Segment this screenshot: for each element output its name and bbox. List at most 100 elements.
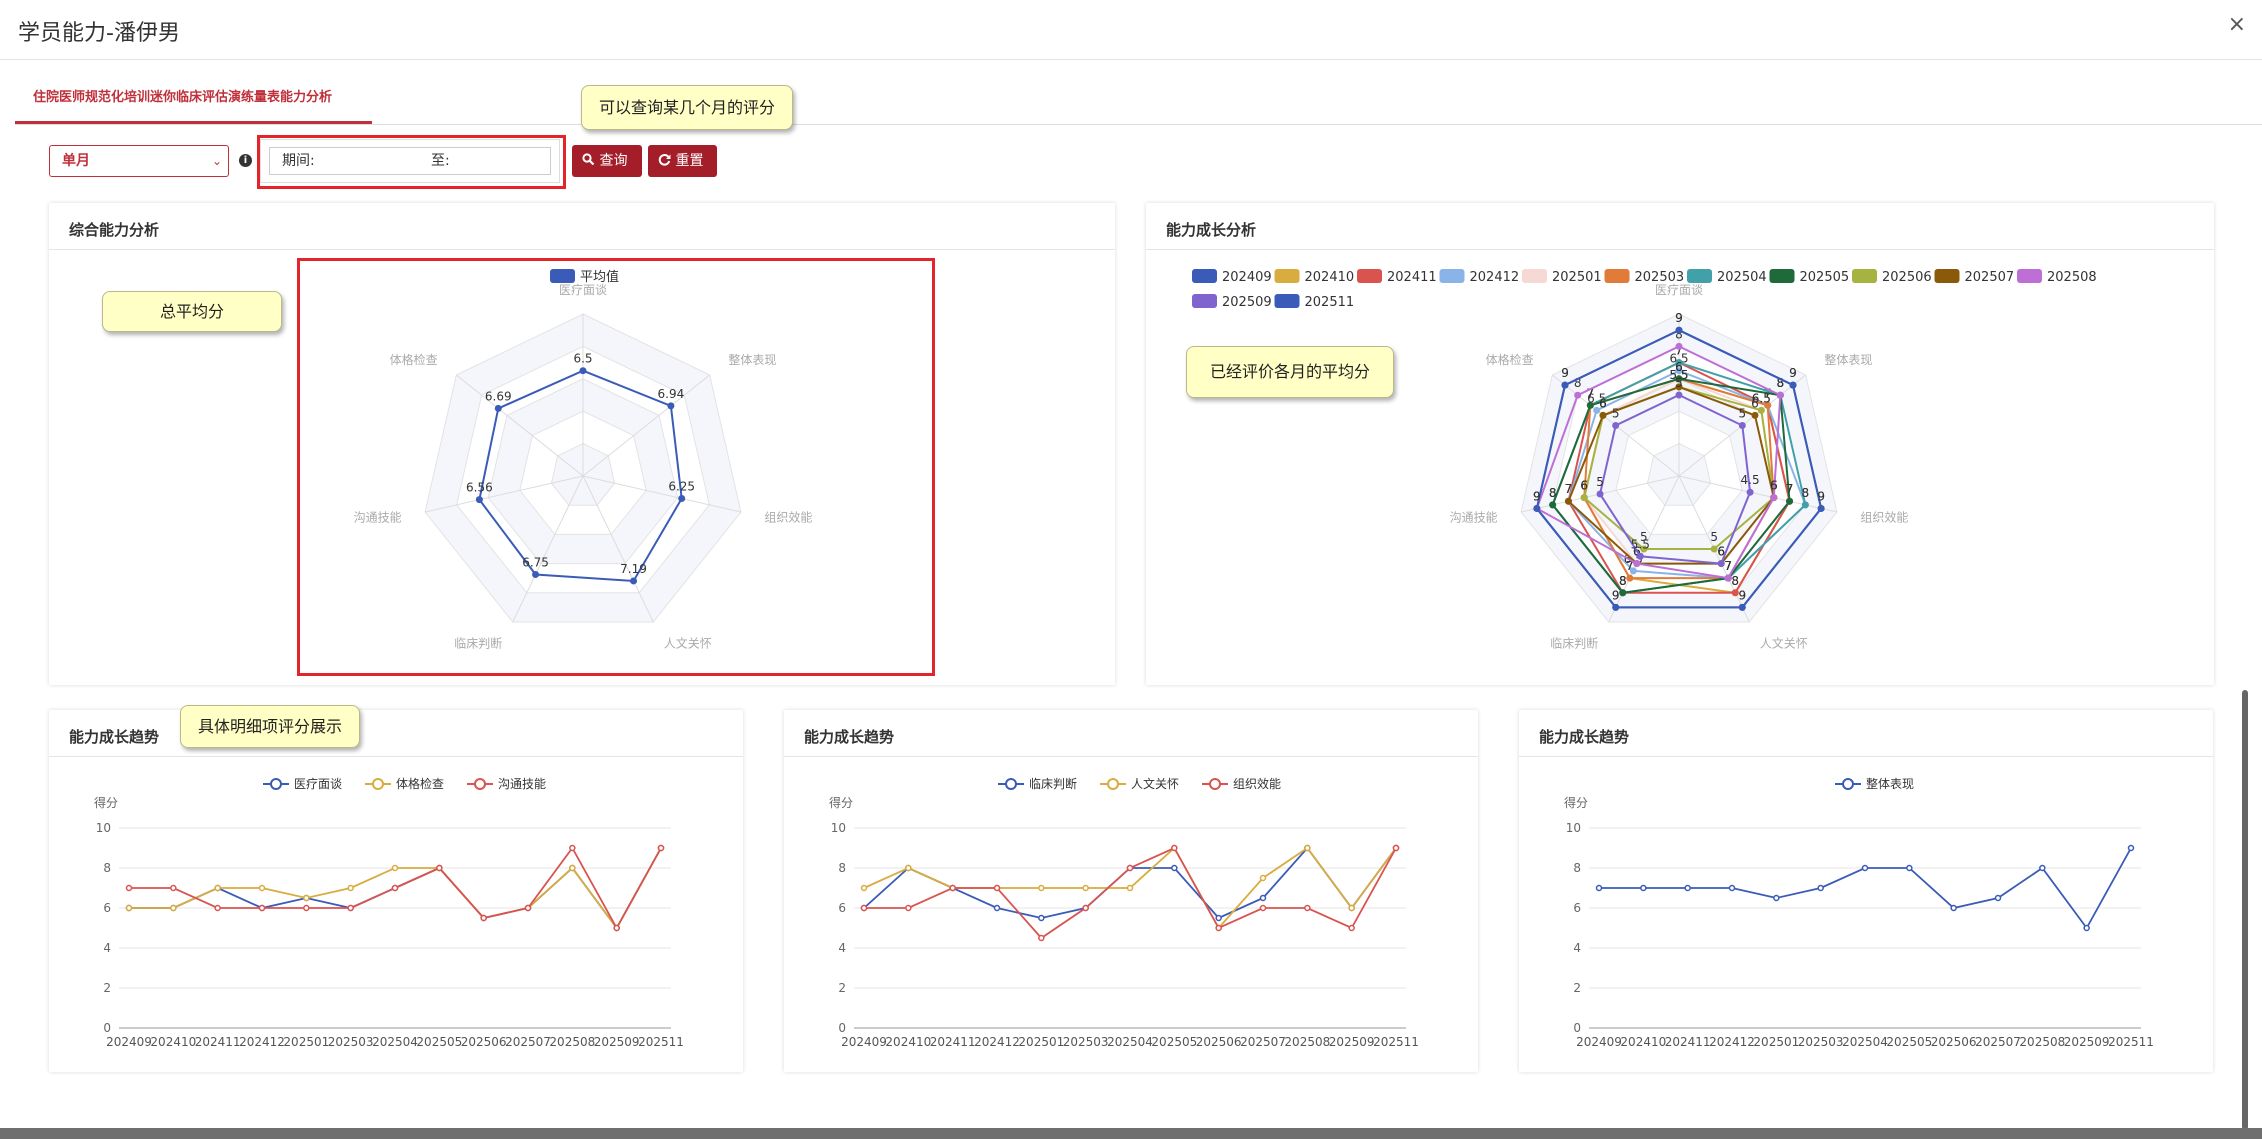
radar-value-label: 8 bbox=[1802, 486, 1810, 500]
series-point bbox=[1171, 864, 1178, 872]
radar-value-label: 7 bbox=[1626, 559, 1634, 573]
period-from-label: 期间: bbox=[282, 153, 315, 169]
scrollbar[interactable] bbox=[2242, 690, 2248, 1130]
legend-swatch bbox=[1934, 269, 1960, 283]
series-point bbox=[1304, 904, 1311, 912]
x-tick-label: 202505 bbox=[1886, 1035, 1932, 1049]
reset-button[interactable]: 重置 bbox=[648, 145, 717, 177]
x-tick-label: 202509 bbox=[594, 1035, 640, 1049]
x-tick-label: 202409 bbox=[106, 1035, 152, 1049]
radar-point bbox=[1633, 560, 1641, 568]
radar-value-label: 5 bbox=[1612, 406, 1620, 420]
x-tick-label: 202509 bbox=[2064, 1035, 2110, 1049]
legend-label: 组织效能 bbox=[1233, 776, 1281, 791]
series-point bbox=[657, 844, 665, 852]
y-axis-title: 得分 bbox=[1564, 795, 1588, 810]
panel-trend-3-title: 能力成长趋势 bbox=[1519, 710, 2213, 757]
radar-point bbox=[1640, 545, 1648, 553]
radar-value-label: 6.5 bbox=[1752, 391, 1771, 405]
radar-point bbox=[1675, 359, 1683, 367]
query-button[interactable]: 查询 bbox=[572, 145, 642, 177]
close-icon[interactable]: × bbox=[2227, 12, 2246, 37]
x-tick-label: 202412 bbox=[974, 1035, 1020, 1049]
radar-value-label: 6 bbox=[1751, 396, 1759, 410]
radar-point bbox=[1724, 574, 1732, 582]
period-range-input[interactable]: 期间: 至: bbox=[269, 147, 551, 175]
radar-value-label: 8 bbox=[1731, 574, 1739, 588]
series-point bbox=[569, 864, 576, 872]
radar-point bbox=[1675, 375, 1683, 383]
radar-axis-line bbox=[512, 475, 584, 623]
series-point bbox=[1392, 844, 1400, 852]
line-chart-trend-1: 医疗面谈 体格检查 沟通技能得分02468102024092024102024112… bbox=[94, 776, 684, 1049]
radar-point bbox=[1786, 497, 1794, 505]
radar-value-label: 7 bbox=[1587, 386, 1595, 400]
tab-mini-cex-analysis[interactable]: 住院医师规范化培训迷你临床评估演练量表能力分析 bbox=[15, 78, 372, 124]
radar-value-label: 5 bbox=[1710, 530, 1718, 544]
series-point bbox=[1348, 924, 1355, 932]
x-tick-label: 202410 bbox=[885, 1035, 931, 1049]
radar-value-label: 6 bbox=[1717, 545, 1725, 559]
x-tick-label: 202508 bbox=[2019, 1035, 2065, 1049]
series-point bbox=[1861, 864, 1869, 872]
legend-marker bbox=[1005, 778, 1017, 790]
info-icon[interactable]: i bbox=[239, 154, 252, 167]
series-point bbox=[1640, 884, 1647, 892]
x-tick-label: 202501 bbox=[283, 1035, 329, 1049]
x-tick-label: 202504 bbox=[372, 1035, 418, 1049]
series-point bbox=[347, 884, 354, 892]
legend-swatch bbox=[1769, 269, 1795, 283]
radar-value-label: 5.5 bbox=[1669, 368, 1688, 382]
series-point bbox=[949, 884, 956, 892]
radar-point bbox=[630, 577, 638, 585]
series-point bbox=[303, 904, 310, 912]
radar-indicator-label: 体格检查 bbox=[390, 352, 438, 367]
search-icon bbox=[582, 153, 595, 166]
query-button-label: 查询 bbox=[599, 153, 628, 169]
series-point bbox=[1259, 874, 1267, 882]
radar-value-label: 6 bbox=[1675, 360, 1683, 374]
legend-label: 202410 bbox=[1305, 270, 1355, 285]
panel-growth-title: 能力成长分析 bbox=[1146, 203, 2214, 250]
radar-value-label: 6.75 bbox=[522, 556, 549, 570]
legend-label: 202506 bbox=[1882, 270, 1932, 285]
legend-swatch bbox=[1192, 269, 1217, 283]
highlight-frame-period bbox=[257, 135, 566, 189]
legend-swatch bbox=[550, 269, 575, 283]
series-point bbox=[436, 864, 443, 872]
radar-value-label: 9 bbox=[1612, 588, 1620, 602]
legend-label: 医疗面谈 bbox=[294, 777, 342, 791]
series-point bbox=[258, 884, 266, 892]
panel-trend-3: 能力成长趋势 bbox=[1519, 710, 2213, 1072]
radar-value-label: 7 bbox=[1587, 386, 1595, 400]
legend-swatch bbox=[1687, 269, 1712, 283]
period-mode-select[interactable]: 单月 ⌄ bbox=[49, 145, 229, 177]
radar-point bbox=[1564, 497, 1572, 505]
x-tick-label: 202507 bbox=[1975, 1035, 2021, 1049]
radar-point bbox=[1561, 381, 1569, 389]
radar-point bbox=[678, 495, 686, 503]
series-point bbox=[860, 904, 868, 912]
legend-marker bbox=[372, 778, 384, 790]
radar-point bbox=[1789, 381, 1797, 389]
series-point bbox=[1304, 844, 1311, 852]
y-tick-label: 10 bbox=[1566, 821, 1581, 835]
radar-value-label: 6.69 bbox=[485, 389, 512, 403]
y-tick-label: 0 bbox=[1573, 1021, 1581, 1035]
x-tick-label: 202511 bbox=[1373, 1035, 1419, 1049]
radar-point bbox=[1599, 411, 1607, 419]
radar-point bbox=[1738, 421, 1746, 429]
x-tick-label: 202411 bbox=[930, 1035, 976, 1049]
radar-value-label: 7 bbox=[1724, 559, 1732, 573]
legend-label: 202511 bbox=[1305, 295, 1355, 310]
radar-point bbox=[1636, 552, 1644, 560]
series-point bbox=[1728, 884, 1736, 892]
legend-swatch bbox=[1192, 294, 1217, 308]
radar-value-label: 9 bbox=[1789, 366, 1797, 380]
radar-point bbox=[1574, 391, 1582, 399]
series-line-整体表现 bbox=[1599, 847, 2132, 930]
radar-value-label: 8 bbox=[1731, 574, 1739, 588]
radar-axis-line bbox=[582, 374, 710, 477]
radar-chart-growth: 202409 202410 202411 202412 202501 202503 2025… bbox=[1192, 269, 2097, 651]
radar-indicator-label: 医疗面谈 bbox=[1655, 283, 1703, 297]
